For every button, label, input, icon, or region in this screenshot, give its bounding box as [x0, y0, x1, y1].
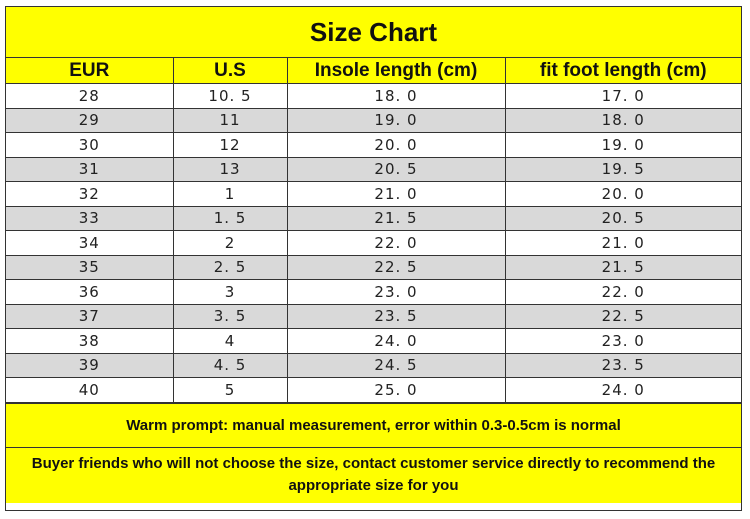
insole-length-cell: 19. 0 [286, 107, 506, 133]
us-cell: 2 [172, 230, 288, 256]
eur-cell: 34 [6, 230, 174, 256]
us-cell: 4. 5 [172, 352, 288, 378]
fit-foot-length-cell: 18. 0 [504, 107, 741, 133]
insole-length-cell: 22. 5 [286, 254, 506, 280]
table-row: 35 2. 5 22. 5 21. 5 [6, 254, 741, 280]
fit-foot-length-cell: 20. 5 [504, 205, 741, 231]
column-header-insole-length: Insole length (cm) [286, 58, 506, 84]
eur-cell: 31 [6, 156, 174, 182]
table-row: 34 2 22. 0 21. 0 [6, 230, 741, 256]
customer-service-note: Buyer friends who will not choose the si… [6, 446, 741, 503]
fit-foot-length-cell: 22. 0 [504, 279, 741, 305]
us-cell: 13 [172, 156, 288, 182]
fit-foot-length-cell: 24. 0 [504, 377, 741, 403]
column-header-eur: EUR [6, 58, 174, 84]
us-cell: 11 [172, 107, 288, 133]
us-cell: 10. 5 [172, 83, 288, 109]
insole-length-cell: 24. 5 [286, 352, 506, 378]
table-row: 40 5 25. 0 24. 0 [6, 377, 741, 403]
insole-length-cell: 20. 5 [286, 156, 506, 182]
table-row: 38 4 24. 0 23. 0 [6, 328, 741, 354]
eur-cell: 37 [6, 303, 174, 329]
insole-length-cell: 24. 0 [286, 328, 506, 354]
eur-cell: 38 [6, 328, 174, 354]
us-cell: 1. 5 [172, 205, 288, 231]
fit-foot-length-cell: 21. 5 [504, 254, 741, 280]
fit-foot-length-cell: 20. 0 [504, 181, 741, 207]
insole-length-cell: 18. 0 [286, 83, 506, 109]
column-header-fit-foot-length: fit foot length (cm) [504, 58, 741, 84]
table-row: 29 11 19. 0 18. 0 [6, 107, 741, 133]
eur-cell: 33 [6, 205, 174, 231]
eur-cell: 40 [6, 377, 174, 403]
insole-length-cell: 22. 0 [286, 230, 506, 256]
us-cell: 2. 5 [172, 254, 288, 280]
table-row: 32 1 21. 0 20. 0 [6, 181, 741, 207]
us-cell: 12 [172, 132, 288, 158]
fit-foot-length-cell: 21. 0 [504, 230, 741, 256]
us-cell: 3. 5 [172, 303, 288, 329]
insole-length-cell: 23. 5 [286, 303, 506, 329]
fit-foot-length-cell: 22. 5 [504, 303, 741, 329]
fit-foot-length-cell: 17. 0 [504, 83, 741, 109]
table-row: 36 3 23. 0 22. 0 [6, 279, 741, 305]
table-row: 33 1. 5 21. 5 20. 5 [6, 205, 741, 231]
table-row: 28 10. 5 18. 0 17. 0 [6, 83, 741, 109]
fit-foot-length-cell: 23. 0 [504, 328, 741, 354]
eur-cell: 32 [6, 181, 174, 207]
header-row: EUR U.S Insole length (cm) fit foot leng… [6, 58, 741, 84]
table-row: 37 3. 5 23. 5 22. 5 [6, 303, 741, 329]
eur-cell: 28 [6, 83, 174, 109]
eur-cell: 30 [6, 132, 174, 158]
fit-foot-length-cell: 19. 0 [504, 132, 741, 158]
eur-cell: 39 [6, 352, 174, 378]
eur-cell: 35 [6, 254, 174, 280]
size-table: EUR U.S Insole length (cm) fit foot leng… [6, 58, 741, 403]
warm-prompt-note: Warm prompt: manual measurement, error w… [6, 402, 741, 447]
fit-foot-length-cell: 23. 5 [504, 352, 741, 378]
table-row: 31 13 20. 5 19. 5 [6, 156, 741, 182]
us-cell: 3 [172, 279, 288, 305]
table-row: 30 12 20. 0 19. 0 [6, 132, 741, 158]
us-cell: 4 [172, 328, 288, 354]
us-cell: 1 [172, 181, 288, 207]
size-chart: Size Chart EUR U.S Insole length (cm) fi… [5, 6, 742, 511]
eur-cell: 36 [6, 279, 174, 305]
eur-cell: 29 [6, 107, 174, 133]
column-header-us: U.S [172, 58, 288, 84]
insole-length-cell: 21. 5 [286, 205, 506, 231]
table-row: 39 4. 5 24. 5 23. 5 [6, 352, 741, 378]
fit-foot-length-cell: 19. 5 [504, 156, 741, 182]
chart-title: Size Chart [6, 7, 741, 58]
insole-length-cell: 20. 0 [286, 132, 506, 158]
insole-length-cell: 21. 0 [286, 181, 506, 207]
insole-length-cell: 23. 0 [286, 279, 506, 305]
us-cell: 5 [172, 377, 288, 403]
insole-length-cell: 25. 0 [286, 377, 506, 403]
